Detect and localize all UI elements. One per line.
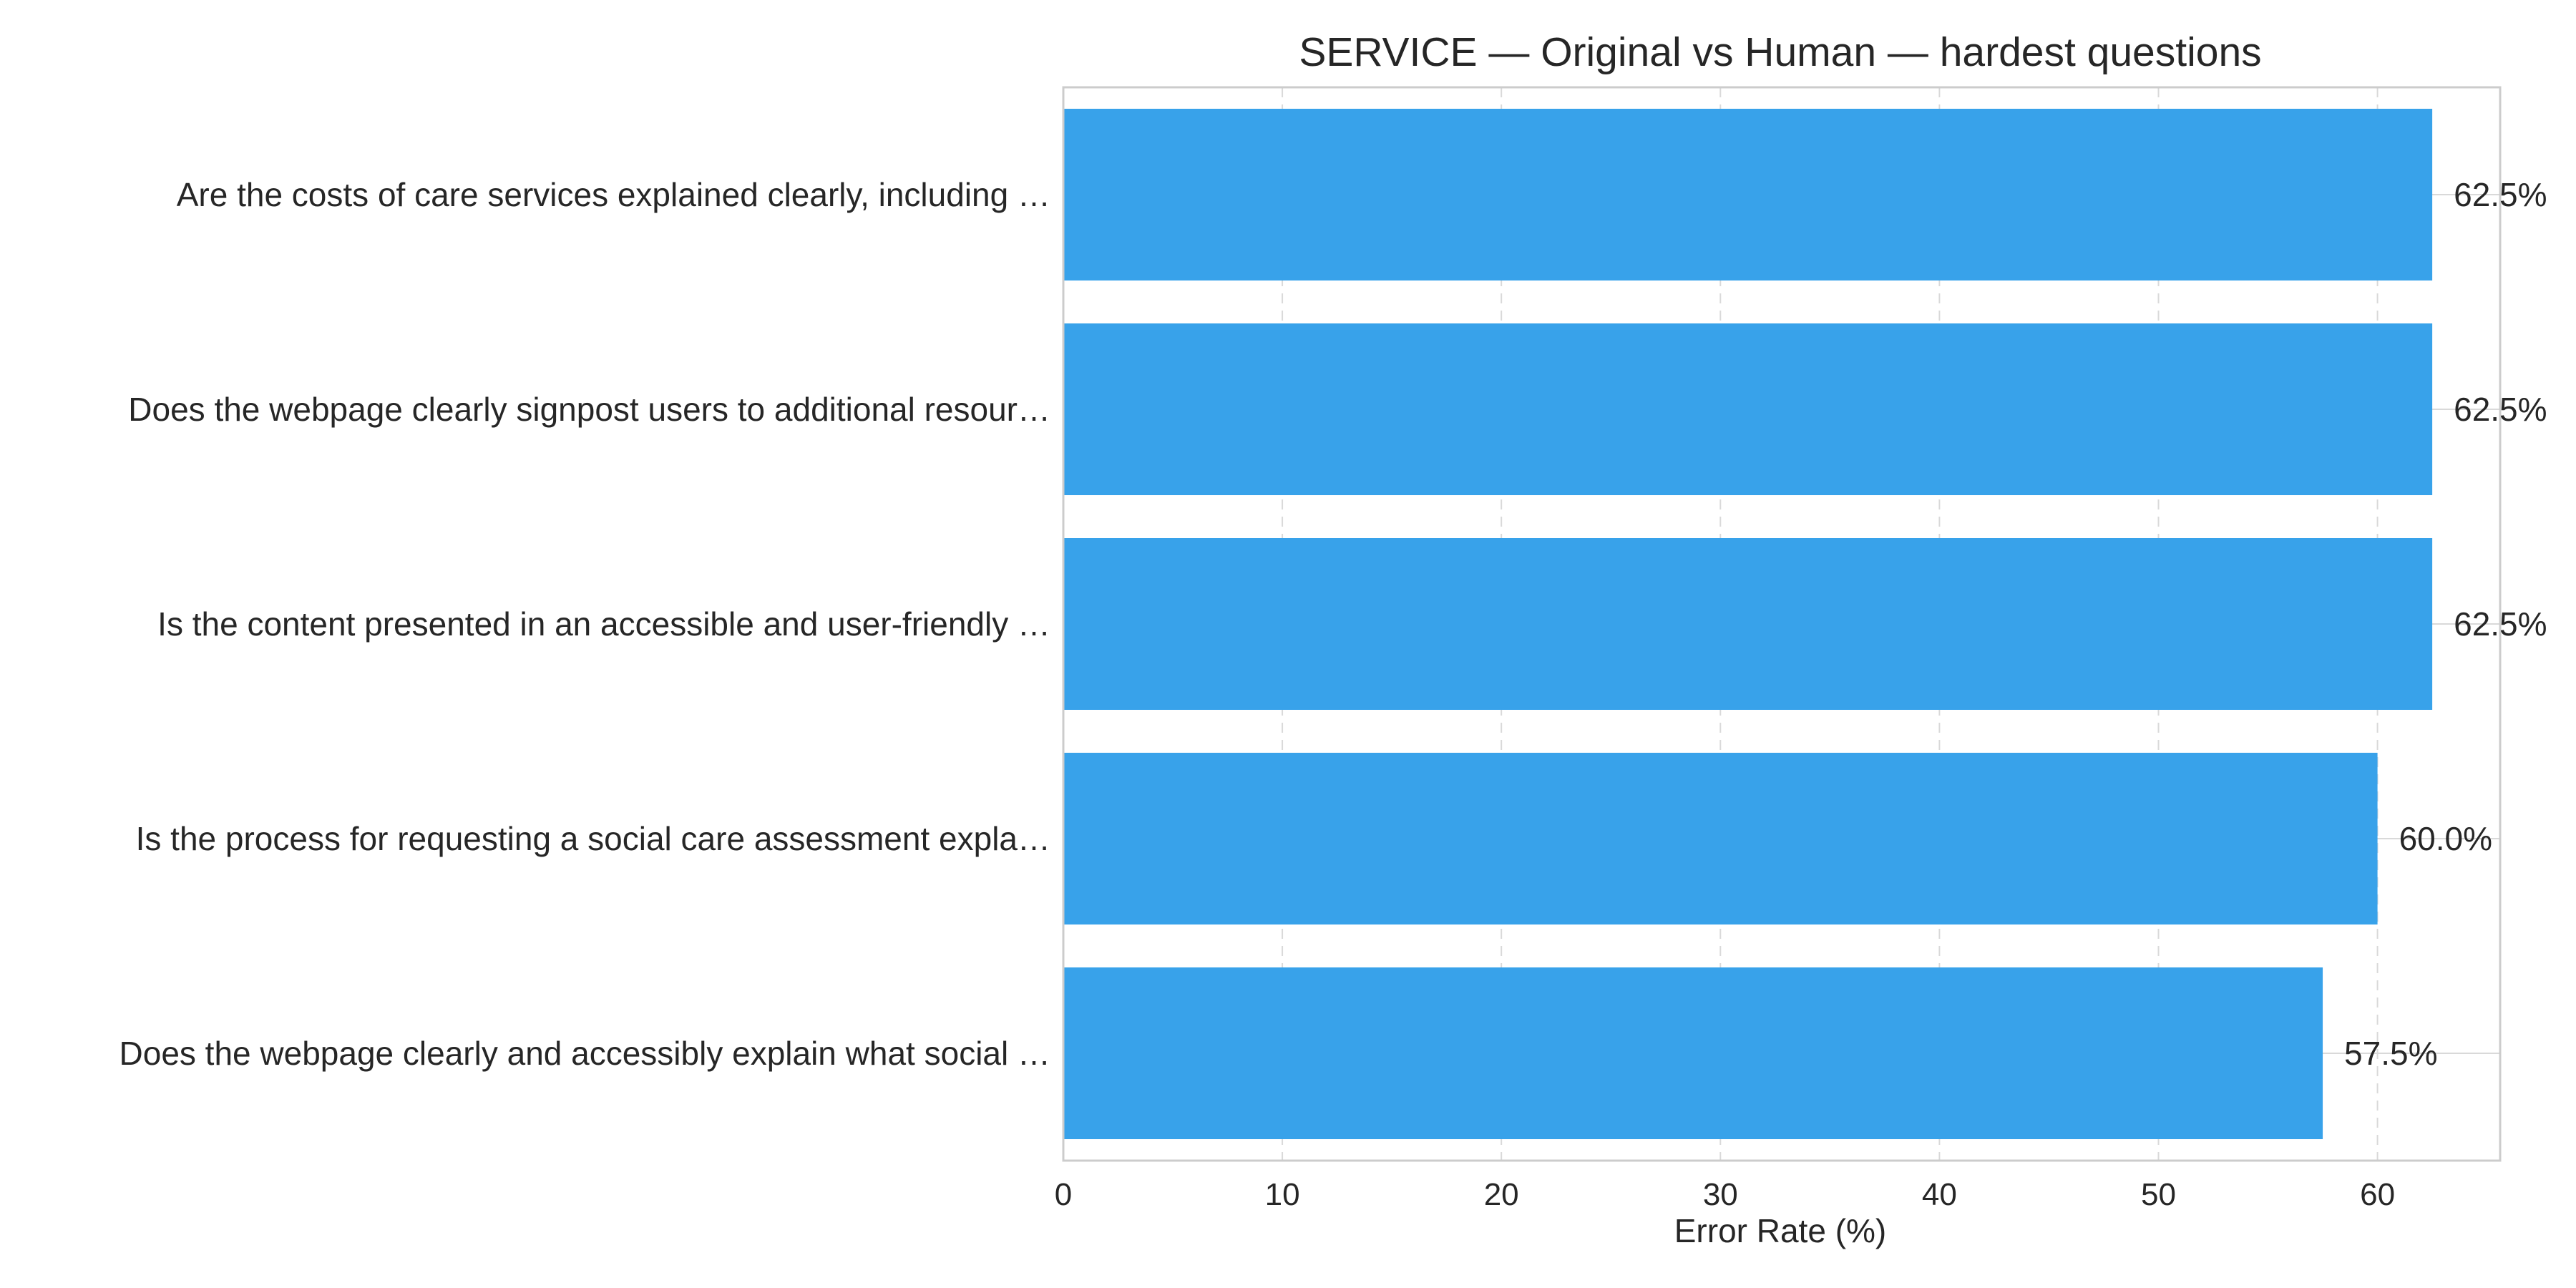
category-label: Does the webpage clearly and accessibly … <box>119 1035 1050 1072</box>
x-tick-label: 20 <box>1484 1177 1519 1212</box>
category-label: Does the webpage clearly signpost users … <box>128 391 1050 428</box>
chart-title: SERVICE — Original vs Human — hardest qu… <box>1299 29 2261 75</box>
value-label: 62.5% <box>2454 176 2547 213</box>
category-labels: Are the costs of care services explained… <box>119 176 1050 1072</box>
category-label: Are the costs of care services explained… <box>177 176 1050 213</box>
bars <box>1063 109 2433 1139</box>
value-label: 60.0% <box>2399 820 2492 857</box>
bar <box>1063 753 2378 924</box>
x-tick-label: 50 <box>2141 1177 2176 1212</box>
value-labels: 62.5% 62.5% 62.5% 60.0% 57.5% <box>2344 176 2547 1072</box>
x-tick-label: 40 <box>1922 1177 1957 1212</box>
x-tick-label: 30 <box>1703 1177 1738 1212</box>
x-tick-labels: 0 10 20 30 40 50 60 <box>1055 1177 2395 1212</box>
x-tick-label: 0 <box>1055 1177 1072 1212</box>
category-label: Is the process for requesting a social c… <box>136 820 1050 857</box>
x-tick-label: 60 <box>2360 1177 2395 1212</box>
bar <box>1063 323 2433 495</box>
bar <box>1063 109 2433 280</box>
bar <box>1063 538 2433 710</box>
x-axis-label: Error Rate (%) <box>1674 1212 1886 1249</box>
category-label: Is the content presented in an accessibl… <box>157 605 1050 643</box>
value-label: 62.5% <box>2454 605 2547 643</box>
x-tick-label: 10 <box>1265 1177 1300 1212</box>
value-label: 62.5% <box>2454 391 2547 428</box>
bar <box>1063 967 2323 1139</box>
value-label: 57.5% <box>2344 1035 2437 1072</box>
plot-frame <box>1062 86 2502 1162</box>
